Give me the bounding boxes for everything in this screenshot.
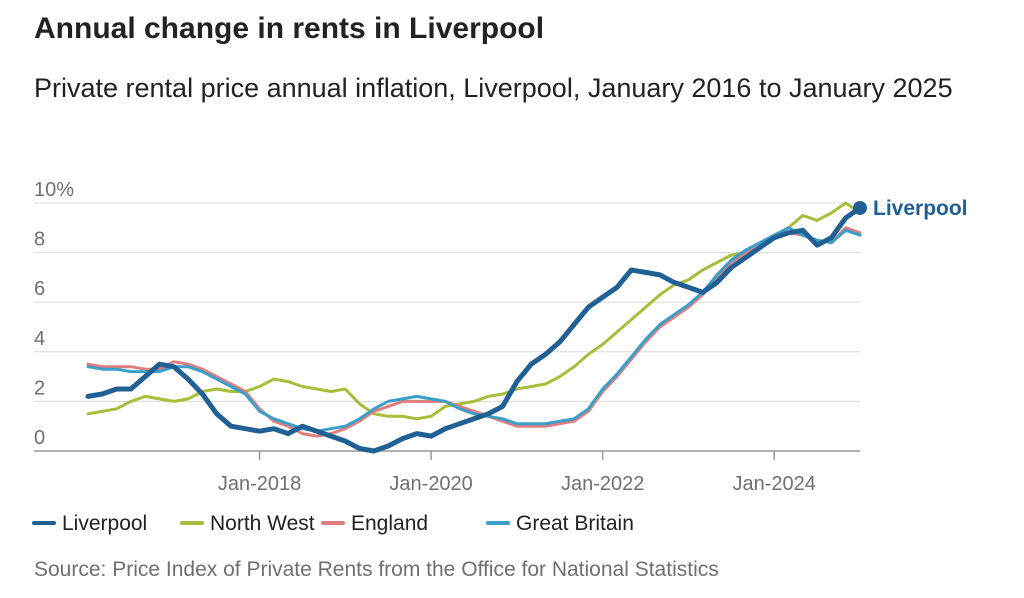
series-line-england	[86, 226, 862, 438]
y-tick-label: 8	[34, 229, 45, 251]
series-line-liverpool	[85, 205, 863, 454]
y-tick-label: 0	[34, 427, 45, 449]
x-tick-label: Jan-2018	[218, 473, 301, 495]
end-labels: Liverpool	[853, 197, 968, 220]
source-note: Source: Price Index of Private Rents fro…	[34, 558, 719, 581]
y-tick-label: 4	[34, 328, 45, 350]
legend: Liverpool North West England Great Britain	[32, 512, 634, 535]
series-line-great-britain	[86, 226, 862, 433]
y-tick-label: 6	[34, 278, 45, 300]
y-tick-label: 10%	[34, 179, 74, 201]
series-line-north-west	[86, 201, 862, 421]
legend-label: England	[351, 512, 428, 535]
x-tick-label: Jan-2024	[733, 473, 816, 495]
x-axis: Jan-2018 Jan-2020 Jan-2022 Jan-2024	[218, 451, 816, 495]
chart-title: Annual change in rents in Liverpool	[34, 12, 545, 45]
end-label: Liverpool	[873, 197, 968, 220]
chart-subtitle: Private rental price annual inflation, L…	[34, 73, 953, 103]
x-tick-label: Jan-2022	[561, 473, 644, 495]
gridlines: 0 2 4 6 8 10%	[34, 179, 860, 452]
end-point-marker	[853, 200, 867, 215]
y-tick-label: 2	[34, 377, 45, 399]
series-lines	[85, 201, 863, 454]
legend-label: Great Britain	[516, 512, 634, 535]
legend-label: North West	[210, 512, 315, 535]
x-tick-label: Jan-2020	[389, 473, 472, 495]
legend-label: Liverpool	[62, 512, 147, 535]
